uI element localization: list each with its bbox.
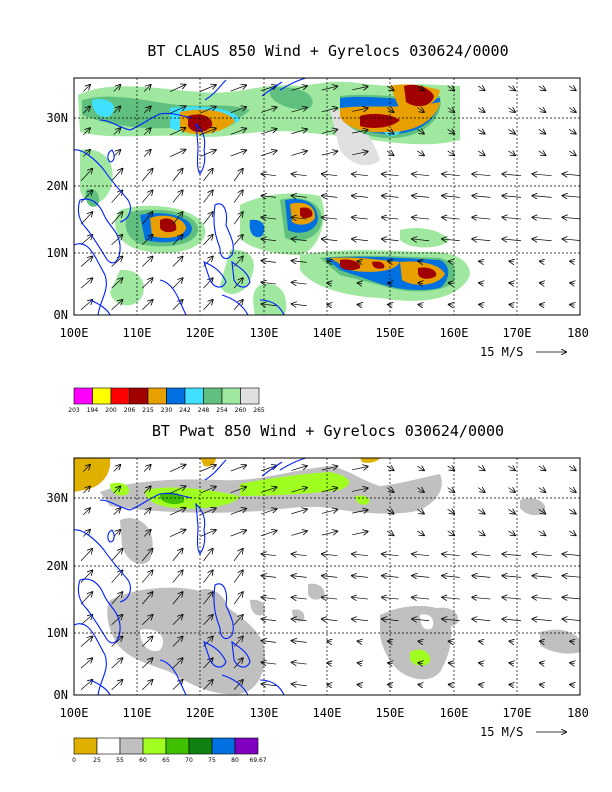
colorbar-swatch: [148, 388, 167, 404]
x-tick-label: 170E: [503, 326, 532, 340]
colorbar-label: 230: [161, 407, 173, 414]
colorbar-label: 200: [105, 407, 117, 414]
colorbar-label: 265: [253, 407, 265, 414]
colorbar-swatch: [166, 738, 189, 754]
y-tick-label: 30N: [46, 111, 68, 125]
x-tick-label: 170E: [503, 706, 532, 720]
x-tick-label: 180: [567, 326, 589, 340]
panel-claus: BT CLAUS 850 Wind + Gyrelocs 030624/0000: [46, 42, 589, 414]
colorbar-swatch: [204, 388, 223, 404]
colorbar-label: 65: [162, 757, 170, 764]
colorbar-label: 80: [231, 757, 239, 764]
colorbar-label: 203: [68, 407, 80, 414]
colorbar-swatch: [74, 388, 93, 404]
vector-scale-label: 15 M/S: [480, 725, 523, 739]
x-tick-label: 160E: [440, 326, 469, 340]
colorbar-swatch: [130, 388, 149, 404]
colorbar-label: 25: [93, 757, 101, 764]
x-tick-label: 180: [567, 706, 589, 720]
colorbar-swatch: [212, 738, 235, 754]
x-tick-label: 140E: [313, 706, 342, 720]
x-tick-label: 100E: [60, 326, 89, 340]
colorbar-swatch: [143, 738, 166, 754]
x-tick-label: 130E: [250, 326, 279, 340]
colorbar-swatch: [222, 388, 241, 404]
colorbar-swatch: [93, 388, 112, 404]
panel-1-vector-key: 15 M/S: [480, 345, 566, 359]
colorbar-swatch: [189, 738, 212, 754]
colorbar-label: 0: [72, 757, 76, 764]
colorbar-label: 60: [139, 757, 147, 764]
panel-2-vector-key: 15 M/S: [480, 725, 566, 739]
colorbar-swatch: [111, 388, 130, 404]
y-tick-label: 0N: [54, 688, 68, 702]
colorbar-swatch: [167, 388, 186, 404]
colorbar-label: 194: [87, 407, 99, 414]
colorbar-swatch: [235, 738, 258, 754]
panel-2-colorbar: 0 25 55 60 65 70 75 80 69.67: [72, 738, 267, 764]
colorbar-label: 206: [124, 407, 136, 414]
colorbar-swatch: [74, 738, 97, 754]
figure: BT CLAUS 850 Wind + Gyrelocs 030624/0000: [0, 0, 612, 792]
colorbar-label: 242: [179, 407, 191, 414]
panel-pwat: BT Pwat 850 Wind + Gyrelocs 030624/0000: [46, 422, 589, 764]
y-tick-label: 10N: [46, 626, 68, 640]
panel-1-y-ticks: 0N 10N 20N 30N: [46, 111, 68, 322]
y-tick-label: 20N: [46, 179, 68, 193]
x-tick-label: 110E: [123, 326, 152, 340]
colorbar-swatch: [120, 738, 143, 754]
x-tick-label: 140E: [313, 326, 342, 340]
y-tick-label: 0N: [54, 308, 68, 322]
x-tick-label: 150E: [376, 706, 405, 720]
y-tick-label: 30N: [46, 491, 68, 505]
vector-scale-label: 15 M/S: [480, 345, 523, 359]
panel-1-x-ticks: 100E 110E 120E 130E 140E 150E 160E 170E …: [60, 326, 589, 340]
colorbar-swatch: [97, 738, 120, 754]
colorbar-swatch: [241, 388, 260, 404]
colorbar-swatch: [185, 388, 204, 404]
colorbar-label: 260: [235, 407, 247, 414]
panel-1-title: BT CLAUS 850 Wind + Gyrelocs 030624/0000: [147, 42, 508, 60]
x-tick-label: 120E: [186, 326, 215, 340]
colorbar-label: 70: [185, 757, 193, 764]
colorbar-label: 254: [216, 407, 228, 414]
x-tick-label: 160E: [440, 706, 469, 720]
panel-2-title: BT Pwat 850 Wind + Gyrelocs 030624/0000: [152, 422, 504, 440]
panel-2-x-ticks: 100E 110E 120E 130E 140E 150E 160E 170E …: [60, 706, 589, 720]
y-tick-label: 20N: [46, 559, 68, 573]
y-tick-label: 10N: [46, 246, 68, 260]
colorbar-label: 69.67: [249, 757, 266, 764]
x-tick-label: 110E: [123, 706, 152, 720]
colorbar-label: 55: [116, 757, 124, 764]
colorbar-label: 248: [198, 407, 210, 414]
x-tick-label: 150E: [376, 326, 405, 340]
panel-1-colorbar: 203 194 200 206 215 230 242 248 254 260 265: [68, 388, 265, 414]
panel-2-y-ticks: 0N 10N 20N 30N: [46, 491, 68, 702]
colorbar-label: 75: [208, 757, 216, 764]
x-tick-label: 100E: [60, 706, 89, 720]
colorbar-label: 215: [142, 407, 154, 414]
x-tick-label: 120E: [186, 706, 215, 720]
x-tick-label: 130E: [250, 706, 279, 720]
